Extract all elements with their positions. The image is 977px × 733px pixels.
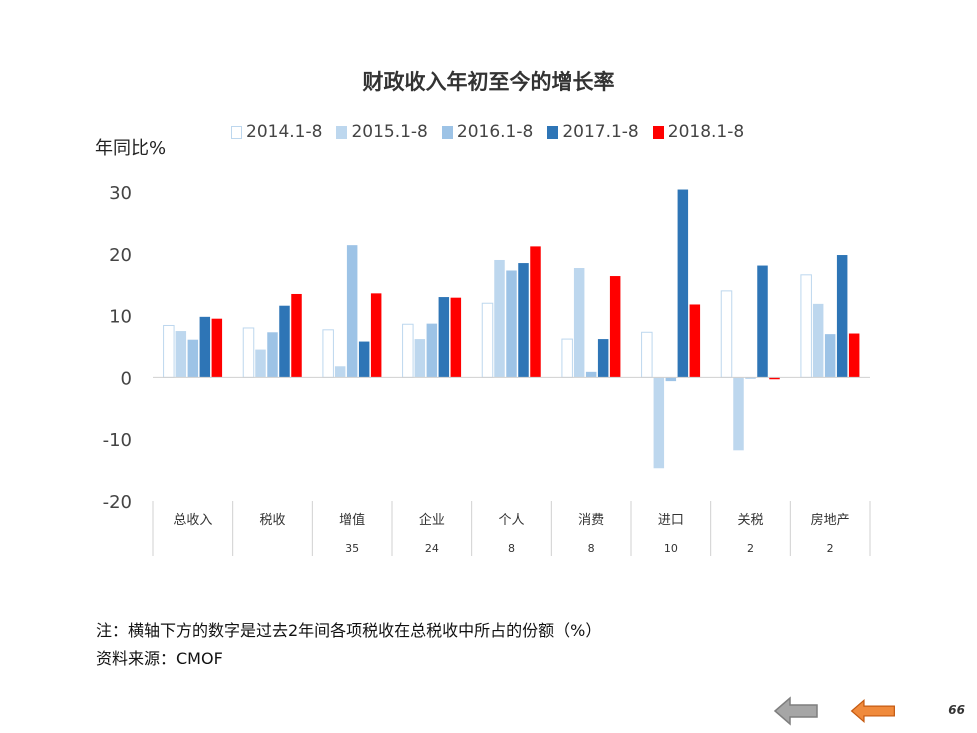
chart-title: 财政收入年初至今的增长率	[362, 70, 615, 94]
y-axis-label: 年同比%	[95, 138, 167, 159]
bar	[585, 371, 597, 378]
share-label: 10	[664, 542, 678, 555]
source-note: 资料来源：CMOF	[96, 649, 223, 668]
bar	[175, 331, 187, 378]
bar	[677, 189, 689, 378]
next-arrow-icon[interactable]	[850, 696, 896, 726]
bar	[848, 333, 860, 378]
share-label: 8	[588, 542, 595, 555]
legend-label: 2017.1-8	[562, 122, 639, 142]
legend-item: 2016.1-8	[441, 122, 534, 142]
bar	[211, 318, 223, 378]
legend-swatch	[547, 125, 559, 139]
bar	[561, 338, 573, 378]
bar	[518, 263, 529, 378]
bar	[199, 316, 211, 378]
y-tick-label: 0	[121, 368, 132, 389]
bar	[573, 268, 585, 378]
bar	[187, 339, 199, 378]
legend-label: 2018.1-8	[667, 122, 745, 142]
bar	[824, 334, 836, 378]
y-tick-label: 20	[109, 245, 132, 266]
bar	[450, 297, 462, 378]
x-tick-label: 总收入	[173, 513, 212, 528]
bar	[346, 245, 358, 378]
bar	[370, 293, 382, 378]
footnote: 注：横轴下方的数字是过去2年间各项税收在总税收中所占的份额（%）	[96, 621, 602, 640]
bar	[757, 265, 768, 378]
share-label: 35	[345, 542, 359, 555]
legend-label: 2014.1-8	[246, 122, 323, 142]
y-tick-label: 30	[109, 183, 132, 204]
bar	[334, 366, 346, 378]
bar	[720, 290, 733, 378]
bar	[689, 304, 701, 378]
bar	[836, 255, 848, 378]
bar	[812, 303, 824, 378]
bar	[800, 274, 812, 378]
legend-label: 2016.1-8	[456, 122, 534, 142]
bar	[733, 377, 744, 451]
share-label: 2	[747, 542, 754, 555]
legend-swatch	[336, 125, 348, 139]
x-tick-label: 增值	[339, 512, 365, 528]
bar	[267, 332, 278, 378]
bar	[163, 324, 175, 378]
bar	[426, 323, 438, 378]
legend-item: 2014.1-8	[231, 122, 322, 142]
bar	[641, 331, 653, 378]
x-tick-label: 关税	[737, 513, 763, 528]
legend-swatch	[441, 125, 453, 139]
legend-item: 2017.1-8	[547, 122, 639, 142]
bar	[402, 323, 414, 378]
bar	[494, 259, 505, 378]
share-label: 8	[508, 542, 515, 555]
x-tick-label: 个人	[498, 513, 524, 528]
bar	[279, 305, 290, 378]
x-tick-label: 进口	[658, 513, 684, 528]
bar	[745, 377, 756, 379]
bar	[506, 270, 517, 378]
x-tick-label: 房地产	[811, 512, 850, 528]
y-tick-label: 10	[109, 307, 132, 328]
x-axis-table: 总收入 税收 增值 35 企业 24 个人 8 消费 8 进口 10 关税 2 房地产 2	[152, 501, 871, 556]
page-number: 66	[948, 703, 965, 717]
legend-item: 2018.1-8	[652, 122, 745, 142]
bar	[255, 349, 266, 378]
prev-arrow-icon[interactable]	[773, 696, 819, 726]
x-tick-label: 企业	[419, 512, 445, 528]
y-tick-labels: 30 20 10 0 -10 -20	[103, 183, 132, 513]
bar	[653, 377, 665, 469]
bar	[358, 341, 370, 378]
bars-group	[163, 189, 860, 469]
bar	[609, 276, 621, 378]
legend: 2014.1-8 2015.1-8 2016.1-8 2017.1-8 2018.1-8	[231, 122, 744, 142]
share-label: 24	[425, 542, 439, 555]
x-tick-label: 消费	[578, 513, 604, 528]
bar	[530, 246, 541, 378]
share-label: 2	[827, 542, 834, 555]
bar	[597, 339, 609, 378]
bar	[769, 377, 780, 380]
bar	[414, 339, 426, 378]
bar	[481, 302, 494, 378]
legend-label: 2015.1-8	[351, 122, 428, 142]
bar	[322, 329, 334, 378]
bar	[242, 327, 255, 378]
legend-swatch	[231, 125, 242, 139]
bar	[665, 377, 677, 382]
legend-item: 2015.1-8	[336, 122, 428, 142]
bar	[438, 297, 450, 378]
x-tick-label: 税收	[259, 513, 285, 528]
y-tick-label: -10	[103, 430, 132, 451]
legend-swatch	[652, 125, 664, 139]
y-tick-label: -20	[103, 492, 132, 513]
bar	[291, 293, 302, 378]
